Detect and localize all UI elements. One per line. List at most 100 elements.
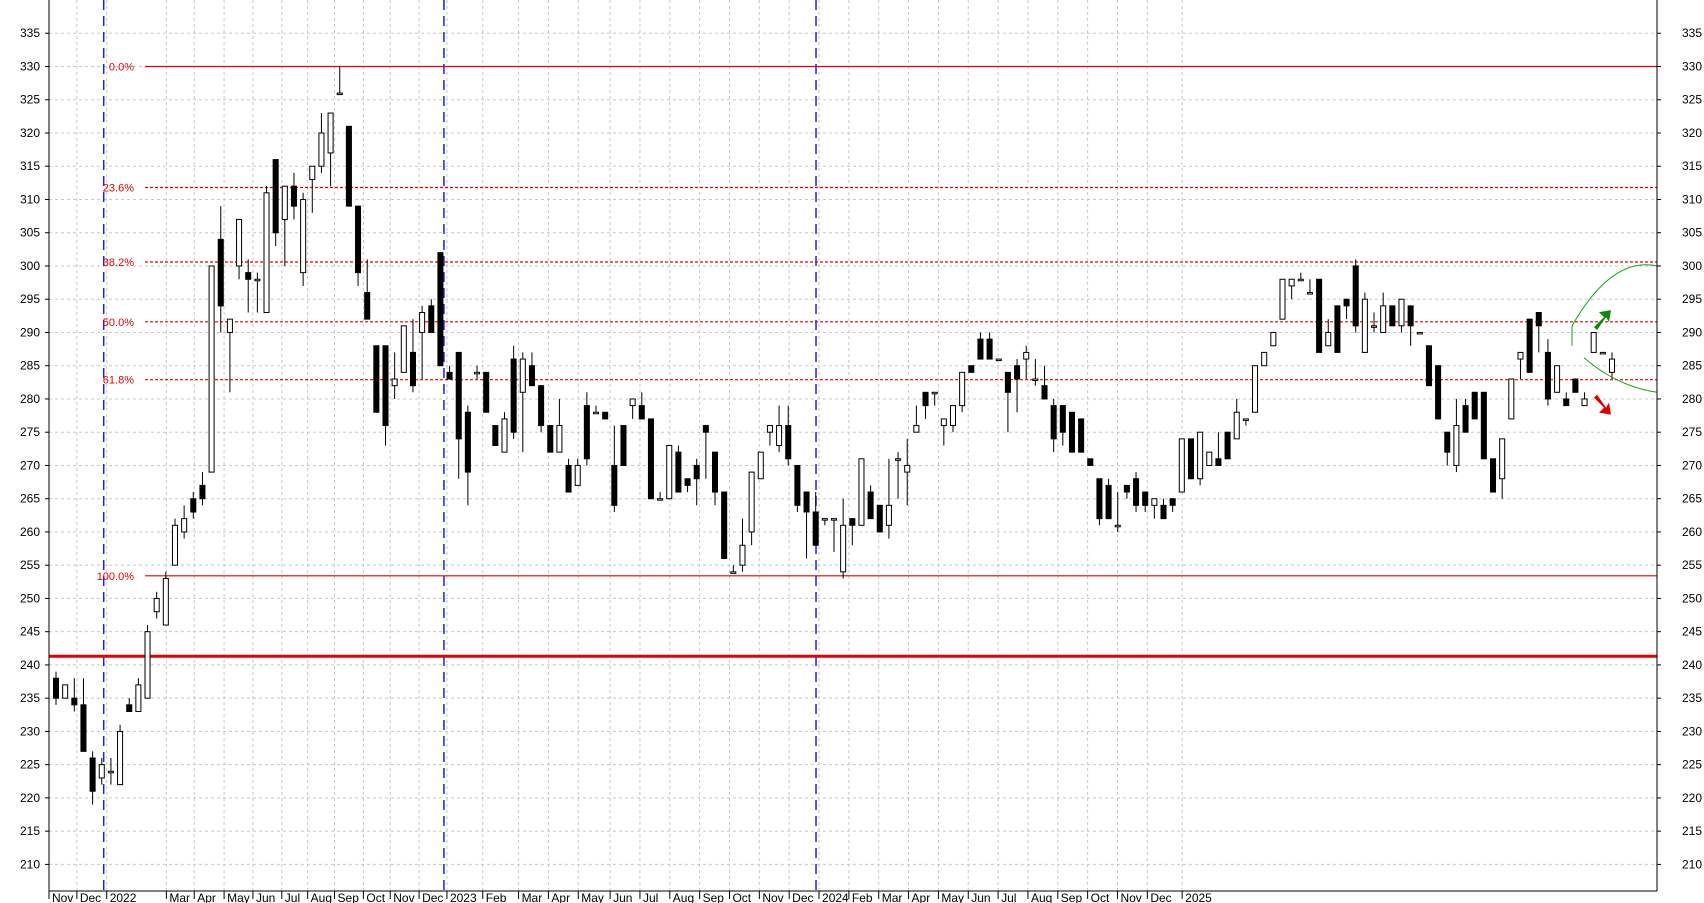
fib-level-label: 50.0% [103,317,134,329]
candle-body [1371,325,1378,328]
candle-body [345,125,352,207]
candle-body [208,265,215,473]
x-tick-label: Nov [393,891,414,903]
candle-body [1380,305,1387,333]
candle-body [1270,331,1277,347]
candle-body [80,704,87,752]
x-tick-label: Dec [422,891,443,903]
y-tick-label-right: 330 [1682,59,1702,73]
candle-body [528,365,535,387]
candle-body [483,371,490,413]
candle-body [922,391,929,407]
candle-body [199,484,206,500]
candle-body [1096,478,1103,520]
candle-body [885,504,892,526]
candle-body [968,365,975,373]
candle-body [135,684,142,712]
candle-body [1023,351,1030,360]
y-tick-label-left: 245 [20,625,40,639]
x-tick-label: 2025 [1185,891,1212,903]
candle-body [281,185,288,220]
x-tick-label: Nov [52,891,73,903]
x-tick-label: Dec [80,891,101,903]
y-tick-label-left: 240 [20,658,40,672]
y-tick-label-left: 325 [20,93,40,107]
candle-body [217,238,224,307]
x-tick-label: Nov [1120,891,1141,903]
candle-body [1499,438,1506,480]
x-tick-label: Jul [643,891,658,903]
candle-body [1215,458,1222,466]
y-tick-label-left: 235 [20,691,40,705]
candle-body [117,730,124,786]
y-tick-label-left: 315 [20,159,40,173]
candle-body [400,325,407,373]
candle-body [126,704,133,712]
x-tick-label: Feb [486,891,507,903]
candles [52,66,1616,805]
candle-body [89,757,96,792]
candle-body [1279,278,1286,320]
y-tick-label-right: 320 [1682,126,1702,140]
candle-body [1489,458,1497,493]
y-tick-label-right: 275 [1682,425,1702,439]
candle-body [1508,378,1515,420]
candle-body [913,425,920,433]
candle-body [1078,418,1085,453]
candle-body [556,425,563,453]
y-tick-label-right: 225 [1682,758,1702,772]
candle-body [171,524,179,566]
y-tick-label-right: 315 [1682,159,1702,173]
y-tick-label-right: 280 [1682,392,1702,406]
candle-body [675,451,682,493]
candle-body [766,425,773,433]
candle-body [519,358,526,393]
y-tick-label-right: 335 [1682,26,1702,40]
candle-body [391,378,398,387]
candle-body [98,764,105,779]
candle-body [1343,298,1350,307]
candle-body [840,524,847,573]
candle-body [1133,478,1140,506]
candle-body [455,351,462,440]
candle-body [711,451,719,493]
candle-body [62,684,69,699]
y-tick-label-right: 325 [1682,93,1702,107]
y-tick-label-right: 245 [1682,625,1702,639]
fib-level-label: 23.6% [103,183,134,195]
candle-body [1435,365,1442,420]
y-tick-label-left: 220 [20,791,40,805]
y-tick-label-left: 265 [20,492,40,506]
fib-level-label: 38.2% [103,257,134,269]
candle-body [144,631,151,699]
x-tick-label: Oct [366,891,385,903]
y-tick-label-left: 230 [20,724,40,738]
candle-body [162,577,169,626]
x-tick-label: Feb [852,891,873,903]
candle-body [1352,265,1359,327]
candle-body [1224,431,1231,460]
y-tick-label-right: 285 [1682,359,1702,373]
candle-body [1462,405,1469,433]
candle-body [940,418,947,427]
y-tick-label-right: 290 [1682,325,1702,339]
candle-body [181,518,188,533]
candle-body [190,498,197,513]
y-tick-label-left: 255 [20,558,40,572]
candle-body [1480,391,1487,460]
candle-body [849,518,856,526]
candle-body [1187,438,1194,480]
y-tick-label-right: 300 [1682,259,1702,273]
candle-body [336,92,343,96]
candle-body [583,405,590,460]
candle-body [830,518,838,521]
candle-body [1297,278,1304,282]
candle-body [1471,391,1478,420]
x-tick-label: 2023 [450,891,477,903]
candle-body [959,371,966,407]
x-tick-label: Jul [1001,891,1016,903]
candle-body [1581,398,1588,407]
candle-body [1160,504,1167,520]
candle-body [657,498,664,501]
